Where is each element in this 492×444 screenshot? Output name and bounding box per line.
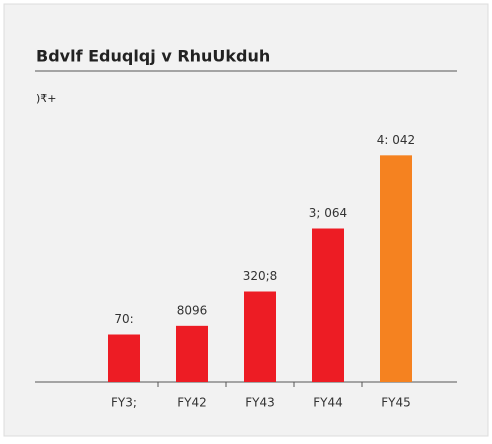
x-tick-label: FY42 [177,396,207,410]
bar [244,291,276,382]
value-label: 320;8 [243,269,278,283]
chart-title: Bdvlf Eduqlqj v RhuUkduh [36,47,270,66]
x-tick-label: FY43 [245,396,275,410]
chart-subtitle: )₹+ [36,92,57,105]
bar [380,155,412,382]
value-label: 70: [114,312,133,326]
value-label: 4: 042 [377,133,415,147]
bar [108,334,140,382]
bar [176,325,208,382]
value-label: 3; 064 [309,206,347,220]
x-tick-label: FY44 [313,396,343,410]
x-tick-label: FY45 [381,396,411,410]
x-tick-label: FY3; [111,396,137,410]
value-label: 8096 [177,303,208,317]
bar [312,228,344,382]
